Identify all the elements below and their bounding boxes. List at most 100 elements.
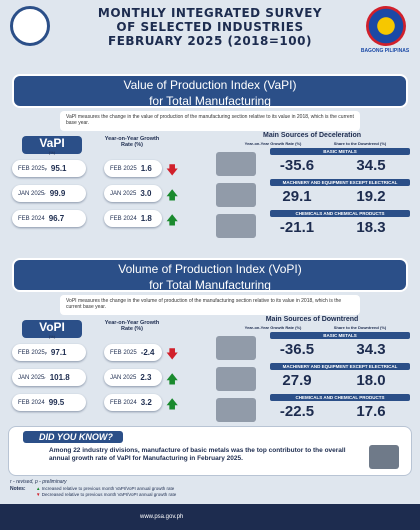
growth-label: Year-on-Year Growth Rate (%) bbox=[104, 136, 160, 148]
source-icon bbox=[216, 336, 256, 360]
period: JAN 2025 bbox=[110, 190, 137, 197]
footer: www.psa.gov.ph bbox=[0, 504, 420, 530]
section-title: Volume of Production Index (VoPI) bbox=[118, 262, 302, 276]
col-share: Share to the Downtrend (%) bbox=[333, 141, 387, 146]
source-icon bbox=[216, 183, 256, 207]
title-line: FEBRUARY 2025 (2018=100) bbox=[108, 34, 312, 48]
period: FEB 2025 bbox=[110, 165, 137, 172]
source-share: 34.5 bbox=[356, 157, 386, 174]
growth-value: -2.4 bbox=[140, 348, 155, 357]
index-value: 99.5 bbox=[48, 398, 65, 407]
source-share: 18.3 bbox=[356, 219, 386, 236]
source-growth: -36.5 bbox=[279, 341, 315, 358]
trend-arrow: 🡇 bbox=[166, 163, 179, 177]
col-share: Share to the Downtrend (%) bbox=[333, 325, 387, 330]
growth-pill: FEB 2025 -2.4 bbox=[104, 344, 162, 361]
flag: r bbox=[44, 375, 46, 380]
dyk-title: DID YOU KNOW? bbox=[23, 431, 123, 443]
growth-value: 1.6 bbox=[140, 164, 152, 173]
source-share: 18.0 bbox=[356, 372, 386, 389]
source-icon bbox=[216, 152, 256, 176]
index-unit: (%) bbox=[48, 150, 56, 155]
source-share: 17.6 bbox=[356, 403, 386, 420]
metal-icon bbox=[369, 445, 399, 469]
period: FEB 2025 bbox=[18, 165, 45, 172]
source-name: BASIC METALS bbox=[270, 332, 410, 339]
period: FEB 2025 bbox=[18, 349, 45, 356]
index-value: 95.1 bbox=[50, 164, 67, 173]
growth-pill: FEB 2024 1.8 bbox=[104, 210, 162, 227]
period: JAN 2025 bbox=[18, 190, 45, 197]
index-pill: FEB 2025 p 95.1 bbox=[12, 160, 86, 177]
source-name: MACHINERY AND EQUIPMENT EXCEPT ELECTRICA… bbox=[270, 179, 410, 186]
growth-label: Year-on-Year Growth Rate (%) bbox=[104, 320, 160, 332]
col-growth: Year-on-Year Growth Rate (%) bbox=[244, 325, 302, 330]
period: FEB 2025 bbox=[110, 349, 137, 356]
section-header: Volume of Production Index (VoPI) for Tot… bbox=[12, 258, 408, 292]
source-share: 34.3 bbox=[356, 341, 386, 358]
growth-pill: JAN 2025 2.3 bbox=[104, 369, 162, 386]
trend-arrow: 🡅 bbox=[166, 397, 179, 411]
period: JAN 2025 bbox=[110, 374, 137, 381]
index-label: VaPI bbox=[22, 136, 82, 154]
index-value: 97.1 bbox=[50, 348, 67, 357]
title-line: MONTHLY INTEGRATED SURVEY bbox=[97, 6, 323, 20]
index-pill: FEB 2024 96.7 bbox=[12, 210, 86, 227]
growth-pill: FEB 2024 3.2 bbox=[104, 394, 162, 411]
period: FEB 2024 bbox=[18, 215, 45, 222]
dyk-text: Among 22 industry divisions, manufacture… bbox=[49, 447, 346, 462]
ph-logo bbox=[366, 6, 406, 46]
section-title: for Total Manufacturing bbox=[149, 94, 271, 108]
website: www.psa.gov.ph bbox=[140, 514, 184, 520]
source-share: 19.2 bbox=[356, 188, 386, 205]
trend-arrow: 🡅 bbox=[166, 372, 179, 386]
source-icon bbox=[216, 398, 256, 422]
source-growth: -22.5 bbox=[279, 403, 315, 420]
flag: p bbox=[44, 166, 47, 171]
index-pill: JAN 2025 r 99.9 bbox=[12, 185, 86, 202]
logo-text: BAGONG PILIPINAS bbox=[360, 48, 410, 54]
growth-pill: FEB 2025 1.6 bbox=[104, 160, 162, 177]
section-title: for Total Manufacturing bbox=[149, 278, 271, 292]
source-icon bbox=[216, 214, 256, 238]
index-unit: (%) bbox=[48, 334, 56, 339]
legend-note: r - revised, p - preliminary bbox=[10, 479, 67, 485]
trend-arrow: 🡅 bbox=[166, 213, 179, 227]
period: FEB 2024 bbox=[110, 399, 137, 406]
source-growth: -35.6 bbox=[279, 157, 315, 174]
period: JAN 2025 bbox=[18, 374, 45, 381]
psa-logo bbox=[10, 6, 50, 46]
trend-arrow: 🡅 bbox=[166, 188, 179, 202]
source-growth: -21.1 bbox=[279, 219, 315, 236]
title-line: OF SELECTED INDUSTRIES bbox=[116, 20, 304, 34]
source-name: CHEMICALS AND CHEMICAL PRODUCTS bbox=[270, 394, 410, 401]
flag: r bbox=[44, 191, 46, 196]
note-up: ▲ Increased relative to previous month V… bbox=[36, 486, 175, 491]
index-value: 96.7 bbox=[48, 214, 65, 223]
notes-label: Notes: bbox=[10, 486, 26, 492]
source-growth: 27.9 bbox=[282, 372, 312, 389]
note-up-text: Increased relative to previous month VaP… bbox=[41, 486, 175, 491]
index-value: 99.9 bbox=[49, 189, 66, 198]
sources-title: Main Sources of Deceleration bbox=[262, 132, 362, 139]
growth-pill: JAN 2025 3.0 bbox=[104, 185, 162, 202]
growth-value: 1.8 bbox=[140, 214, 152, 223]
title: MONTHLY INTEGRATED SURVEY OF SELECTED IN… bbox=[60, 6, 360, 48]
note-down-text: Decreased relative to previous month VaP… bbox=[41, 492, 177, 497]
flag: p bbox=[44, 350, 47, 355]
period: FEB 2024 bbox=[110, 215, 137, 222]
source-icon bbox=[216, 367, 256, 391]
trend-arrow: 🡇 bbox=[166, 347, 179, 361]
description: VoPI measures the change in the volume o… bbox=[60, 295, 360, 315]
sources-title: Main Sources of Downtrend bbox=[265, 316, 359, 323]
period: FEB 2024 bbox=[18, 399, 45, 406]
growth-value: 2.3 bbox=[140, 373, 152, 382]
source-growth: 29.1 bbox=[282, 188, 312, 205]
index-pill: FEB 2024 99.5 bbox=[12, 394, 86, 411]
source-name: BASIC METALS bbox=[270, 148, 410, 155]
growth-value: 3.0 bbox=[140, 189, 152, 198]
index-pill: FEB 2025 p 97.1 bbox=[12, 344, 86, 361]
index-value: 101.8 bbox=[49, 373, 70, 382]
growth-value: 3.2 bbox=[140, 398, 152, 407]
